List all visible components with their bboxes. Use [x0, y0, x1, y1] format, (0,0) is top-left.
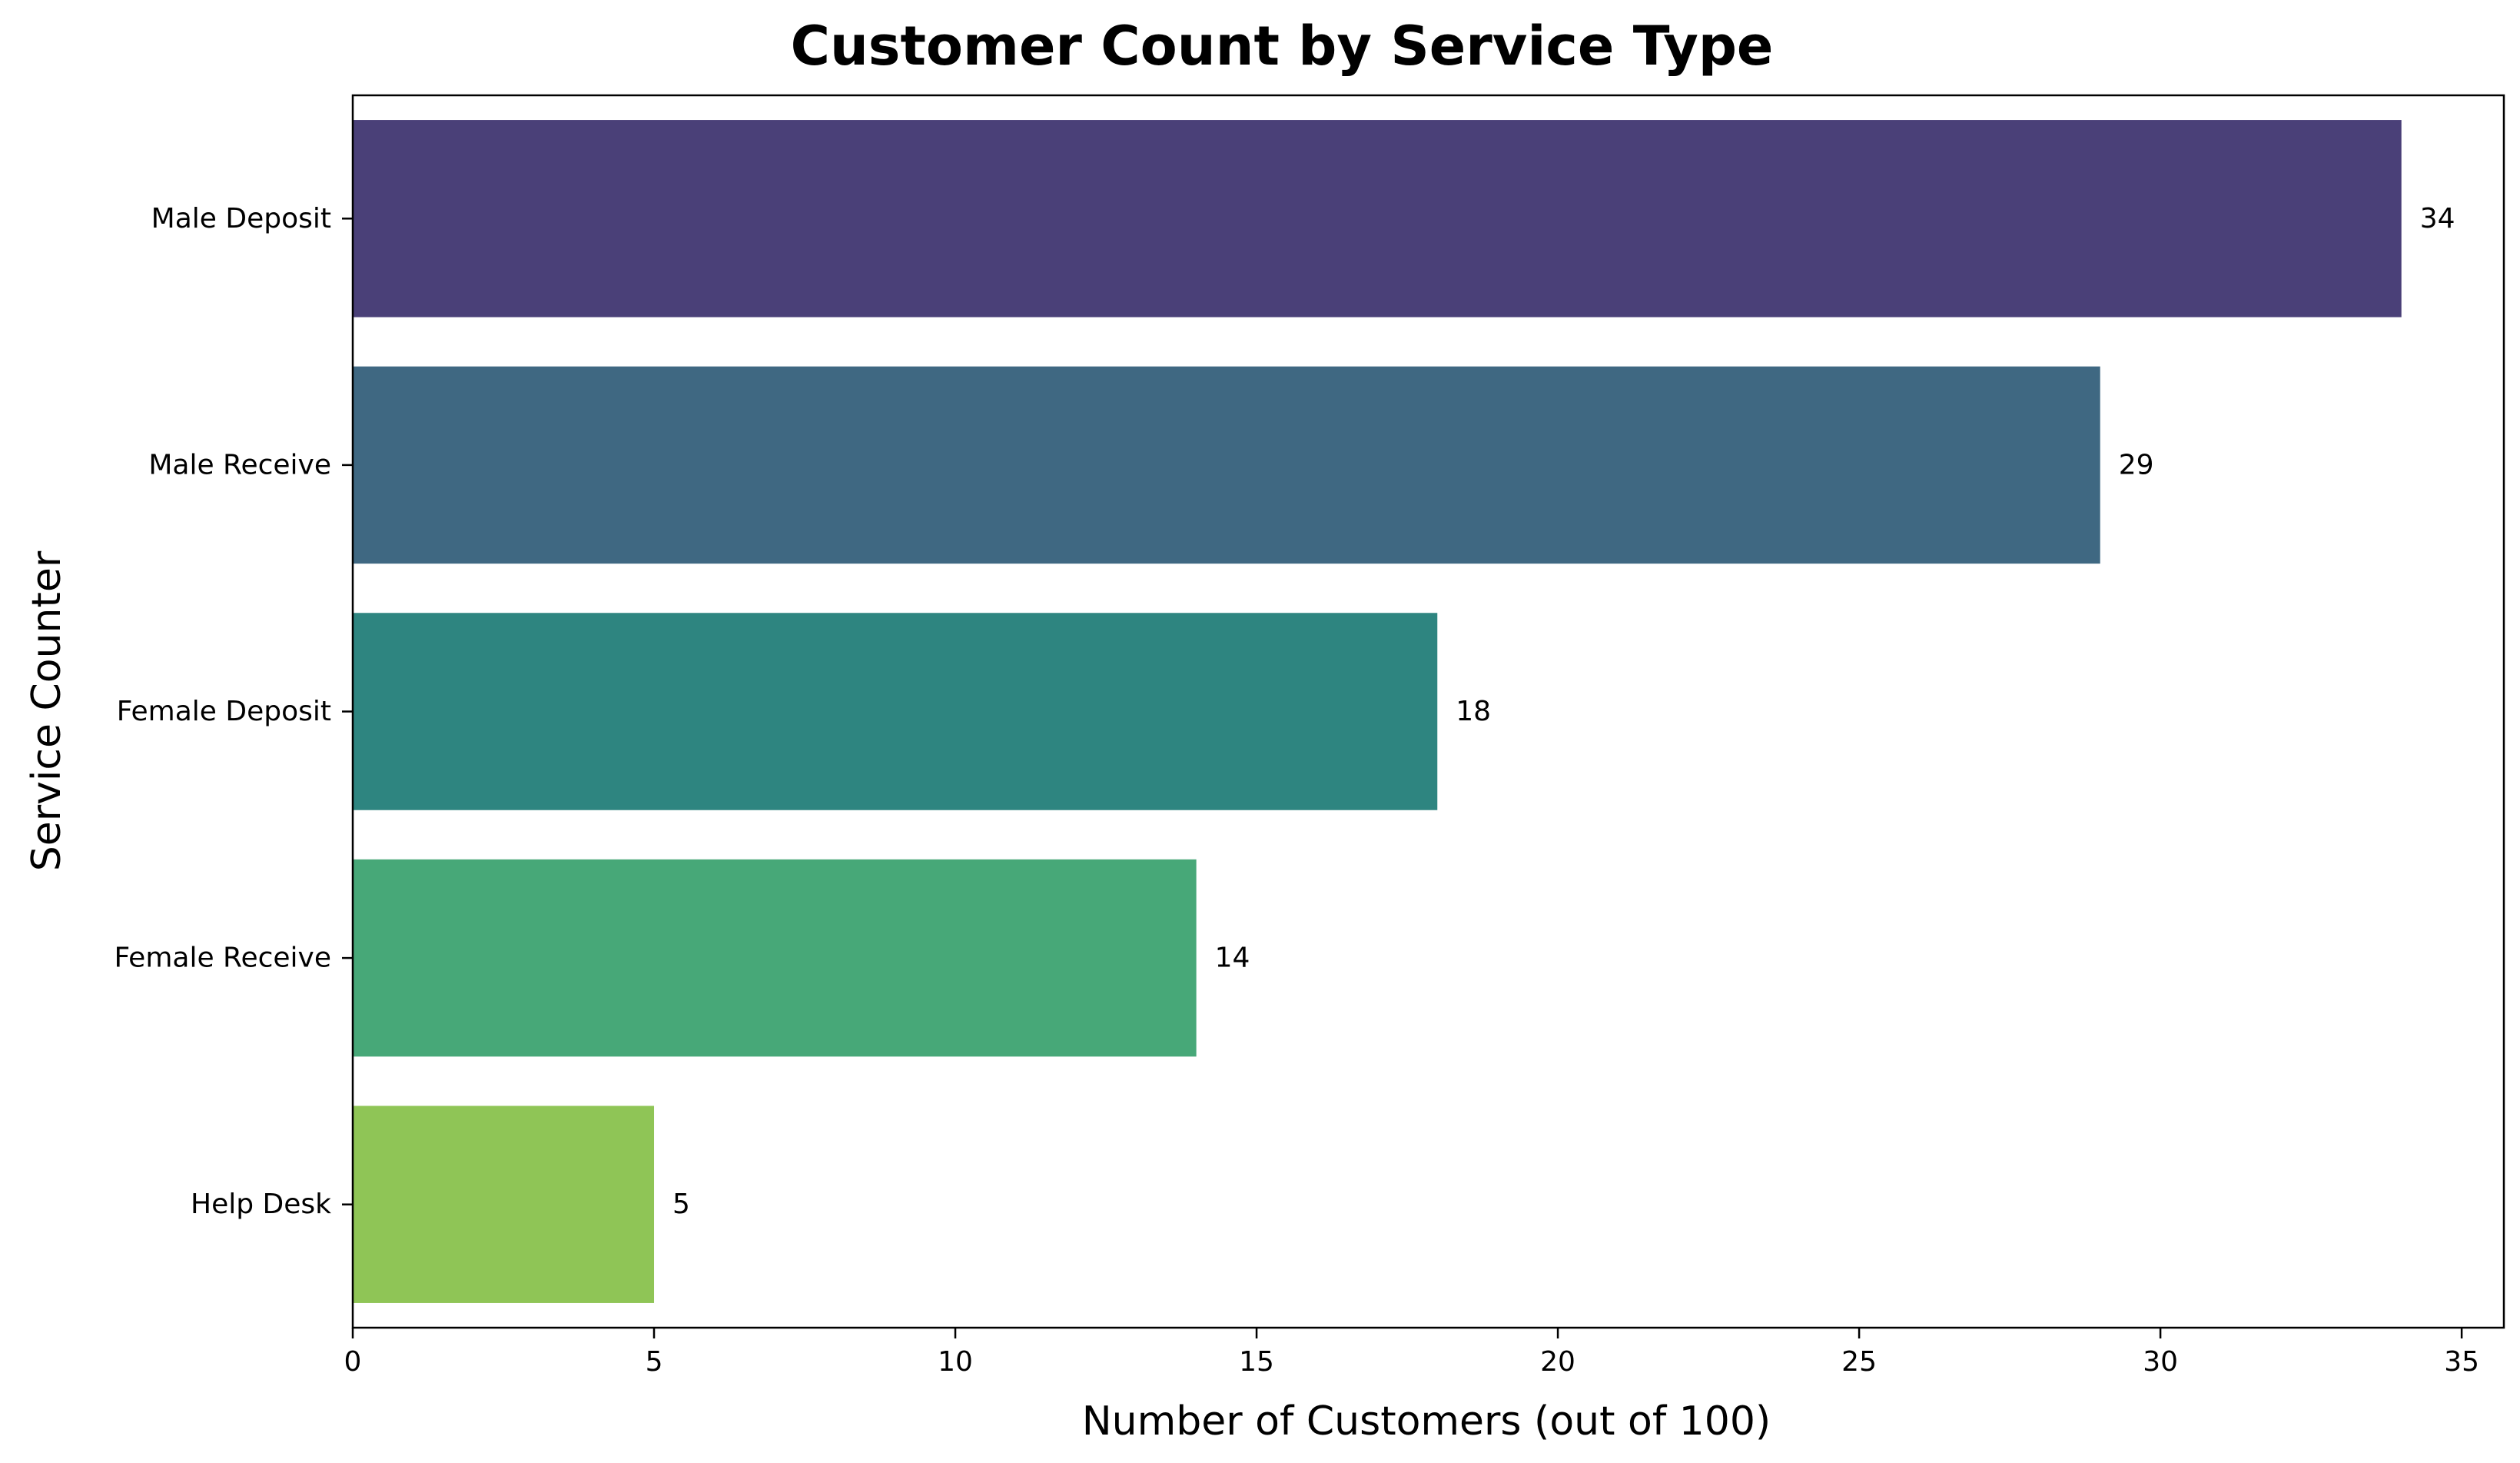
y-tick-label-help-desk: Help Desk	[191, 1189, 331, 1220]
x-tick-label-25: 25	[1841, 1346, 1877, 1378]
x-tick-label-10: 10	[938, 1346, 973, 1378]
bar-help-desk	[353, 1106, 655, 1303]
bar-male-deposit	[353, 120, 2402, 318]
y-tick-label-female-receive: Female Receive	[114, 943, 331, 974]
data-label-female-receive: 14	[1215, 943, 1250, 974]
bars-group	[353, 120, 2402, 1303]
x-tick-label-0: 0	[344, 1346, 362, 1378]
bar-male-receive	[353, 366, 2100, 564]
y-tick-label-male-deposit: Male Deposit	[151, 203, 331, 234]
x-tick-label-30: 30	[2143, 1346, 2178, 1378]
y-axis-ticks: Male Deposit Male Receive Female Deposit Fe…	[114, 203, 353, 1220]
data-labels-group: 34 29 18 14 5	[672, 203, 2455, 1220]
data-label-female-deposit: 18	[1456, 696, 1491, 727]
data-label-male-deposit: 34	[2420, 203, 2455, 234]
plot-frame	[351, 94, 2505, 1329]
y-axis-label: Service Counter	[24, 550, 70, 871]
bar-female-deposit	[353, 613, 1438, 810]
y-tick-label-male-receive: Male Receive	[148, 449, 331, 480]
data-label-male-receive: 29	[2119, 449, 2154, 480]
x-axis-ticks: 0 5 10 15 20 25 30 35	[344, 1328, 2479, 1378]
x-tick-label-35: 35	[2444, 1346, 2479, 1378]
chart-title: Customer Count by Service Type	[791, 15, 1774, 78]
x-tick-label-15: 15	[1239, 1346, 1274, 1378]
bar-female-receive	[353, 859, 1197, 1057]
x-axis-label: Number of Customers (out of 100)	[1082, 1398, 1771, 1445]
y-tick-label-female-deposit: Female Deposit	[117, 696, 331, 727]
data-label-help-desk: 5	[672, 1189, 690, 1220]
x-tick-label-20: 20	[1540, 1346, 1575, 1378]
x-tick-label-5: 5	[646, 1346, 663, 1378]
